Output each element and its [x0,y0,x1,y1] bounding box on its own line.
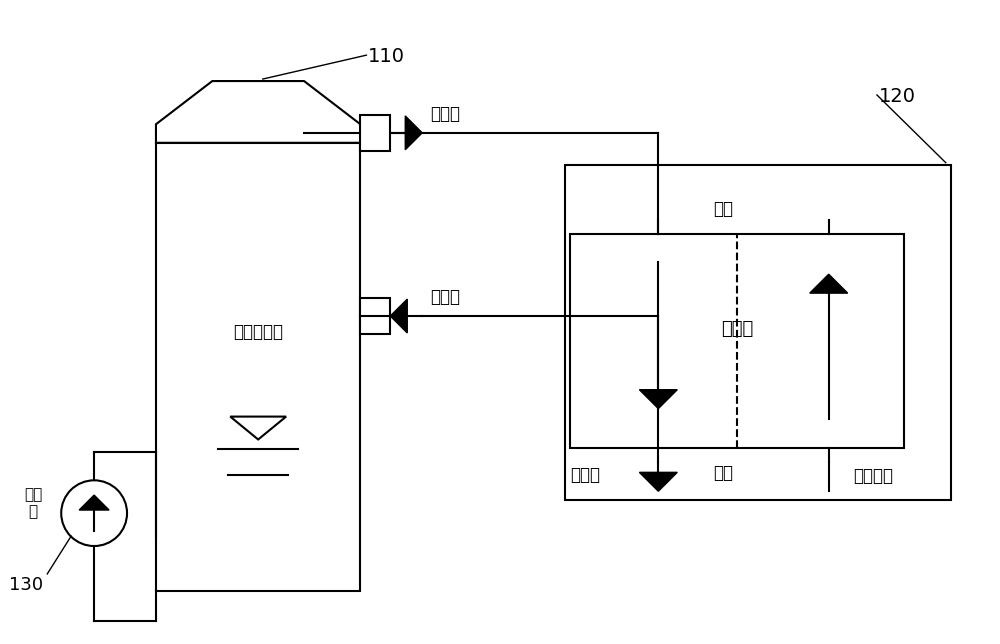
Polygon shape [79,495,109,510]
FancyBboxPatch shape [360,298,390,334]
Polygon shape [639,390,677,409]
Polygon shape [405,116,422,150]
Text: 120: 120 [879,87,916,106]
Text: 脱硫吸收塔: 脱硫吸收塔 [233,323,283,341]
Text: 净烟气: 净烟气 [430,105,460,123]
FancyBboxPatch shape [570,234,904,448]
Text: 热端: 热端 [713,464,733,482]
Text: 循环
泵: 循环 泵 [24,488,42,519]
Polygon shape [156,81,360,143]
Polygon shape [390,299,407,333]
Text: 110: 110 [368,47,405,66]
Polygon shape [810,274,848,293]
FancyBboxPatch shape [360,115,390,151]
Text: 130: 130 [9,576,43,594]
Text: 换热器: 换热器 [721,321,753,339]
Text: 冷端: 冷端 [713,200,733,218]
Text: 来自锅炉: 来自锅炉 [854,468,894,486]
Text: 去烟囱: 去烟囱 [570,466,600,484]
Text: 原烟气: 原烟气 [430,288,460,306]
Polygon shape [639,472,677,491]
FancyBboxPatch shape [156,143,360,591]
